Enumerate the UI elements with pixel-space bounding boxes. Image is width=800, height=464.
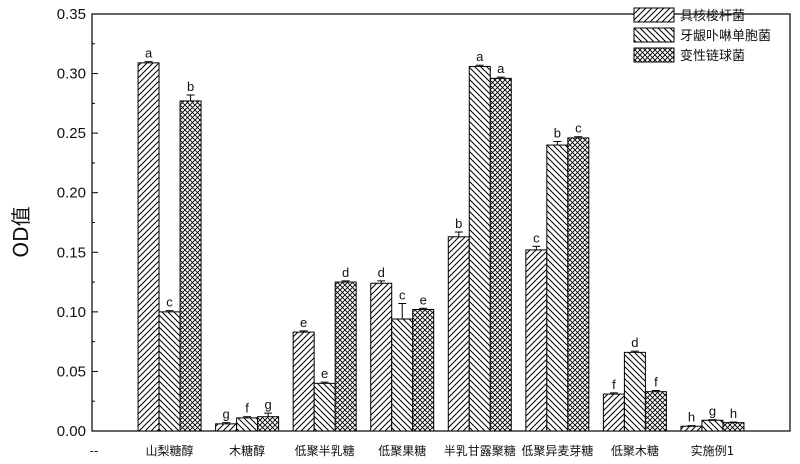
significance-label: h: [688, 410, 695, 425]
significance-label: e: [300, 315, 307, 330]
bar: [158, 311, 181, 432]
significance-label: a: [145, 46, 153, 61]
y-tick-label: 0.30: [57, 66, 86, 83]
bar: [525, 249, 548, 432]
bar: [680, 425, 703, 432]
bar: [447, 236, 470, 432]
legend-label: 具核梭杆菌: [680, 8, 745, 24]
significance-label: b: [187, 79, 194, 94]
legend-swatch: [633, 47, 675, 63]
x-tick-label: 低聚异麦芽糖: [521, 443, 593, 458]
x-tick-label: 木糖醇: [229, 443, 265, 458]
x-tick-label: 低聚果糖: [378, 443, 426, 458]
significance-label: f: [612, 377, 616, 392]
bar: [602, 393, 625, 432]
significance-label: f: [654, 374, 658, 389]
bar: [257, 416, 280, 432]
axes: 0.00 0.05 0.10 0.15 0.20 0.25 0.30 0.35 山梨糖醇 木糖醇 低…: [57, 6, 791, 458]
bar: [412, 308, 435, 432]
x-tick-label: 低聚木糖: [611, 443, 659, 458]
bar: [567, 137, 590, 432]
x-axis-left-marker: --: [90, 444, 99, 458]
significance-label: d: [342, 265, 349, 280]
x-tick-label: 半乳甘露聚糖: [444, 443, 516, 458]
legend-swatch: [633, 27, 675, 43]
significance-label: h: [730, 406, 737, 421]
significance-label: c: [399, 288, 406, 303]
y-tick-label: 0.05: [57, 363, 86, 380]
significance-label: d: [631, 335, 638, 350]
y-tick-label: 0.15: [57, 244, 86, 261]
x-tick-label: 低聚半乳糖: [295, 443, 355, 458]
significance-label: f: [245, 401, 249, 416]
bar: [623, 351, 646, 432]
y-tick-label: 0.35: [57, 6, 86, 23]
bar: [489, 77, 512, 432]
bar: [137, 62, 160, 432]
significance-label: a: [497, 61, 505, 76]
x-tick-label: 实施例1: [691, 443, 735, 458]
bar: [370, 282, 393, 432]
significance-label: d: [378, 265, 385, 280]
bar: [179, 100, 202, 432]
x-tick-label: 山梨糖醇: [146, 443, 194, 458]
y-tick-label: 0.25: [57, 125, 86, 142]
legend-label: 变性链球菌: [680, 48, 745, 64]
y-tick-label: 0.00: [57, 423, 86, 440]
bar: [313, 382, 336, 432]
bar: [546, 144, 569, 432]
y-axis-label: OD值: [9, 206, 33, 257]
bar: [215, 423, 238, 432]
significance-label: e: [420, 292, 427, 307]
y-tick-label: 0.20: [57, 185, 86, 202]
y-tick-label: 0.10: [57, 304, 86, 321]
bar: [334, 281, 357, 432]
bar: [468, 65, 491, 432]
legend-label: 牙龈卟啉单胞菌: [680, 29, 771, 44]
significance-label: g: [222, 407, 229, 422]
legend-swatch: [633, 7, 675, 23]
bar: [391, 318, 414, 432]
significance-label: g: [709, 404, 716, 419]
bar: [644, 391, 667, 432]
significance-label: b: [554, 125, 561, 140]
bar: [722, 422, 745, 432]
bar: [701, 419, 724, 432]
significance-label: c: [575, 121, 582, 136]
significance-label: c: [166, 295, 173, 310]
significance-label: g: [264, 397, 271, 412]
bar: [292, 331, 315, 432]
bar: [236, 417, 259, 432]
significance-label: e: [321, 366, 328, 381]
significance-label: c: [533, 230, 540, 245]
significance-label: b: [455, 216, 462, 231]
significance-label: a: [476, 49, 484, 64]
